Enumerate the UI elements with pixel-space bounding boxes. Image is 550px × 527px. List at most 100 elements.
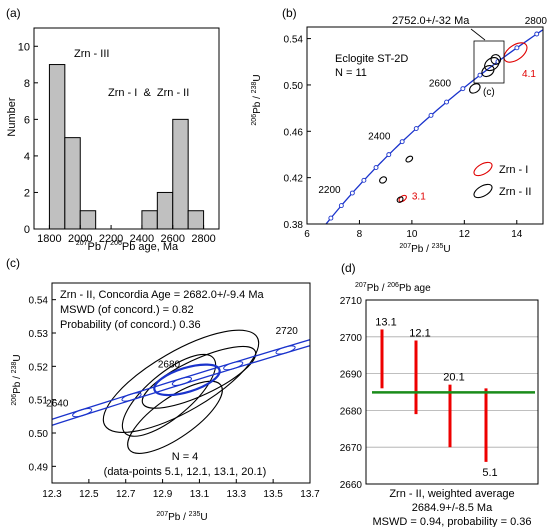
y-tick-label: 0.38 (284, 220, 304, 231)
panel-c-title: Zrn - II, Concordia Age = 2682.0+/-9.4 M… (60, 289, 264, 301)
y-tick-label: 2700 (340, 333, 363, 344)
concordia-age-label: 2680 (158, 359, 181, 370)
legend-ellipse (473, 161, 493, 177)
y-tick-label: 0 (24, 224, 30, 236)
concordia-band-edge (52, 345, 310, 426)
legend-label: Zrn - II (499, 186, 531, 198)
concordia-age-label: 2200 (318, 185, 341, 196)
panel-c-count: N = 4 (172, 451, 199, 463)
y-tick-label: 8 (24, 78, 30, 90)
x-tick-label: 2000 (68, 233, 92, 245)
y-tick-label: 0.50 (284, 81, 304, 92)
y-tick-label: 0.52 (29, 362, 49, 373)
x-tick-label: 2400 (130, 233, 154, 245)
panel-b-title: Eclogite ST-2D (335, 53, 408, 65)
intercept-leader-line (470, 28, 486, 41)
y-tick-label: 0.51 (29, 396, 49, 407)
histogram-bar (172, 118, 189, 230)
x-tick-label: 13.1 (190, 489, 210, 500)
panel-d-mswd: MSWD = 0.94, probability = 0.36 (373, 516, 532, 527)
histogram-bar (156, 191, 174, 230)
panel-a-label: (a) (6, 6, 21, 20)
concordia-age-marker (444, 99, 449, 105)
intercept-age-label: 2752.0+/-32 Ma (392, 15, 470, 27)
panel-a-x-axis-label: 207Pb / 206Pb age, Ma (76, 240, 179, 253)
y-tick-label: 0.46 (284, 127, 304, 138)
histogram-bar (79, 210, 97, 230)
y-tick-label: 2 (24, 187, 30, 199)
panel-b-concordia: (b) 6 8 10 12 14 0.38 0.42 0.46 0.50 0.54 2200 240… (251, 6, 547, 269)
y-tick-label: 2670 (340, 443, 363, 454)
histogram-bar (64, 137, 81, 230)
histogram-bar (141, 210, 158, 230)
y-tick-label: 0.49 (29, 462, 49, 473)
concordia-age-marker (72, 408, 93, 418)
panel-c-data-points: (data-points 5.1, 12.1, 13.1, 20.1) (104, 466, 267, 478)
y-tick-label: 2680 (340, 406, 363, 417)
concordia-age-marker (514, 45, 520, 51)
panel-d-mean-age: 2684.9+/-8.5 Ma (412, 502, 493, 514)
panel-d-label: (d) (341, 261, 356, 275)
concordia-age-marker (349, 190, 355, 196)
panel-d-caption: Zrn - II, weighted average (389, 488, 514, 500)
panel-d-y-axis-label: 207Pb / 206Pb age (355, 282, 431, 294)
concordia-age-marker (460, 86, 466, 92)
concordia-age-label: 2400 (368, 132, 391, 143)
panel-b-y-axis-label: 206Pb / 238U (251, 74, 263, 125)
x-tick-label: 12.3 (42, 489, 62, 500)
data-ellipse (127, 380, 223, 454)
legend-ellipse (473, 183, 493, 199)
y-tick-label: 2660 (340, 480, 363, 491)
legend-label: Zrn - I (499, 164, 528, 176)
concordia-age-marker (223, 361, 244, 371)
concordia-age-label: 2720 (276, 326, 299, 337)
y-tick-label: 0.50 (29, 429, 49, 440)
data-ellipse (121, 353, 217, 437)
x-tick-label: 2800 (191, 233, 215, 245)
panel-c-mswd: MSWD (of concord.) = 0.82 (60, 304, 194, 316)
concordia-curve (325, 28, 543, 224)
concordia-age-marker (319, 229, 323, 233)
concordia-age-marker (338, 203, 344, 209)
concordia-age-marker (534, 31, 540, 37)
concordia-age-label: 2600 (429, 79, 452, 90)
concordia-age-marker (309, 241, 313, 245)
x-tick-label: 12 (459, 229, 471, 240)
y-tick-label: 2690 (340, 370, 363, 381)
concordia-age-marker (121, 392, 142, 402)
y-tick-label: 0.54 (284, 35, 304, 46)
x-tick-label: 13.3 (227, 489, 247, 500)
data-ellipse (405, 155, 414, 163)
panel-a-histogram: (a) Number 1800 2000 2200 2400 2600 2800 0 2 4 6 8… (6, 6, 220, 253)
annotation-zrn-iii: Zrn - III (74, 48, 109, 60)
panel-a-y-axis-label: Number (6, 97, 18, 136)
panel-c-probability: Probability (of concord.) 0.36 (60, 319, 201, 331)
error-bar-label: 13.1 (375, 316, 396, 328)
y-tick-label: 0.54 (29, 296, 49, 307)
error-bar-label: 12.1 (409, 327, 430, 339)
x-tick-label: 2600 (161, 233, 185, 245)
concordia-age-marker (386, 152, 392, 158)
data-ellipse (396, 196, 404, 203)
y-tick-label: 4 (24, 151, 30, 163)
concordia-age-marker (300, 253, 304, 257)
x-tick-label: 2200 (99, 233, 123, 245)
error-bar-label: 5.1 (482, 467, 497, 479)
panel-b-count: N = 11 (335, 67, 367, 79)
concordia-age-label: 2640 (46, 399, 69, 410)
concordia-age-marker (428, 112, 434, 118)
x-tick-label: 8 (357, 229, 363, 240)
data-ellipse (484, 57, 500, 72)
x-tick-label: 14 (511, 229, 523, 240)
inset-label: (c) (483, 87, 495, 98)
concordia-age-marker (328, 215, 334, 221)
concordia-age-marker (477, 72, 483, 78)
histogram-bar (187, 210, 205, 230)
histogram-bar (48, 64, 66, 230)
concordia-age-marker (292, 265, 296, 269)
data-ellipse (481, 64, 495, 78)
data-ellipse (503, 42, 528, 63)
concordia-age-marker (399, 139, 405, 145)
concordia-age-marker (413, 126, 419, 132)
concordia-age-marker (171, 376, 192, 386)
